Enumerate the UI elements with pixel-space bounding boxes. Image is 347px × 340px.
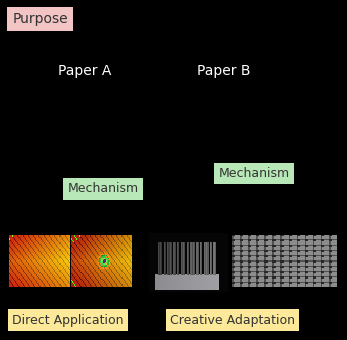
Text: Paper B: Paper B xyxy=(197,64,251,79)
Text: Mechanism: Mechanism xyxy=(219,167,290,180)
Text: Mechanism: Mechanism xyxy=(68,182,139,195)
Text: Creative Adaptation: Creative Adaptation xyxy=(170,314,295,327)
Text: Paper A: Paper A xyxy=(58,64,112,79)
Text: Purpose: Purpose xyxy=(12,12,68,26)
Text: Direct Application: Direct Application xyxy=(12,314,124,327)
